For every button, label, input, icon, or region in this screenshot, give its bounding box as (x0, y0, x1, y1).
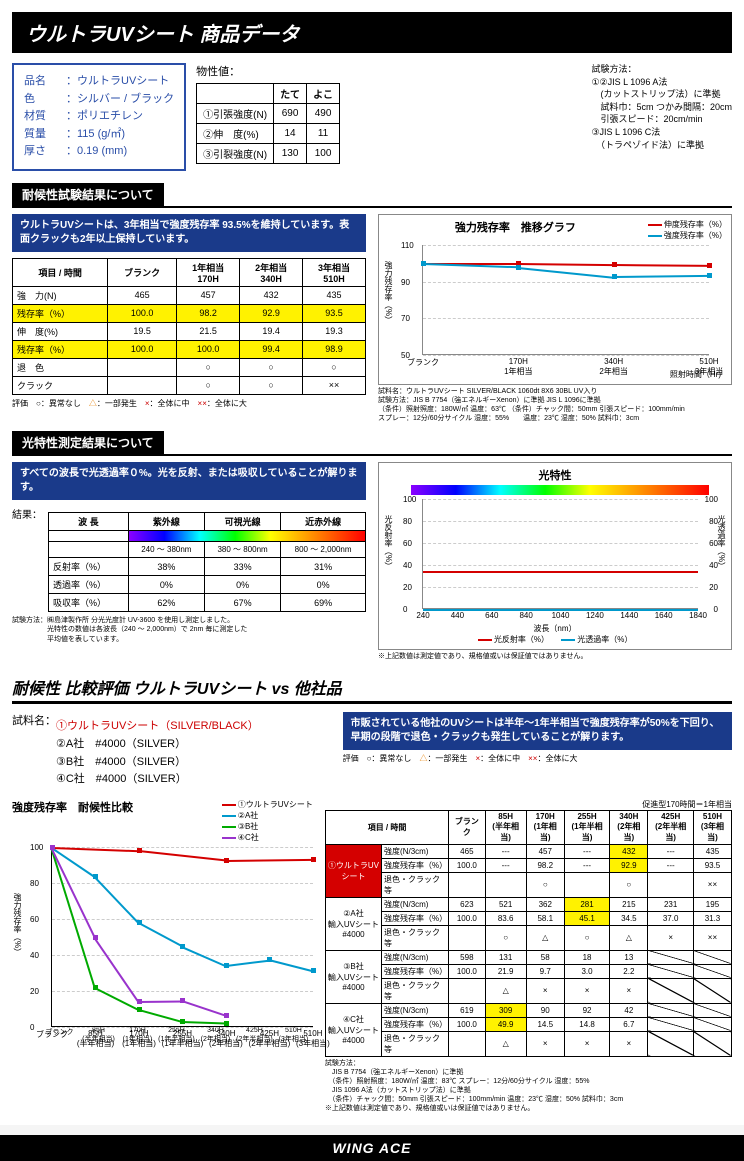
comp-table-notes: 試験方法： JIS B 7754（強エネルギーXenon）に準拠 （条件）照射照… (325, 1059, 732, 1114)
chart-notes: 試料名：ウルトラUVシート SILVER/BLACK 1060dt 8X6 30… (378, 387, 732, 423)
optical-chart-note: ※上記数値は測定値であり、規格値或いは保証値ではありません。 (378, 652, 732, 661)
y-axis-label: 強力残存率（%） (12, 893, 23, 1027)
weather-section-head: 耐候性試験結果について (12, 183, 732, 208)
product-spec-box: 品名：ウルトラUVシート色：シルバー / ブラック材質：ポリエチレン質量：115… (12, 63, 186, 171)
weather-data-table: 項目 / 時間ブランク1年相当170H2年相当340H3年相当510H強 力(N… (12, 258, 366, 395)
optical-section-title: 光特性測定結果について (12, 431, 164, 454)
samples-list: ①ウルトラUVシート（SILVER/BLACK）②A社 #4000（SILVER… (56, 718, 259, 788)
weather-section-title: 耐候性試験結果について (12, 183, 164, 206)
footer-brand: WING ACE (0, 1135, 744, 1161)
x-axis-label: 波長（nm） (383, 623, 727, 634)
top-info-row: 品名：ウルトラUVシート色：シルバー / ブラック材質：ポリエチレン質量：115… (12, 63, 732, 171)
optical-result-label: 結果： (12, 506, 42, 612)
optical-summary-band: すべての波長で光透過率０%。光を反射、または吸収していることが解ります。 (12, 462, 366, 500)
accel-note: 促進型170時間＝1年相当 (325, 799, 732, 810)
weather-summary-band: ウルトラUVシートは、3年相当で強度残存率 93.5%を維持しています。表面クラ… (12, 214, 366, 252)
optical-method-notes: 試験方法：㈱島津製作所 分光光度計 UV-3600 を使用し測定しました。 光特… (12, 616, 366, 643)
phys-label: 物性値： (196, 63, 581, 79)
phys-table: たてよこ①引張強度(N)690490②伸 度(%)1411③引裂強度(N)130… (196, 83, 340, 164)
chart-plot-area: 507090110ブランク170H 1年相当340H 2年相当510H 3年相当 (422, 245, 709, 355)
x-axis-label: 照射時間（Hr) (383, 369, 727, 380)
test-method-title: 試験方法： (591, 63, 732, 76)
comparison-title: 耐候性 比較評価 ウルトラUVシート vs 他社品 (12, 675, 732, 704)
spectrum-bar (411, 485, 709, 495)
comp-chart-legend: ①ウルトラUVシート ②A社 ③B社 ④C社 (222, 799, 313, 843)
y-axis-left-label: 光反射率（%） (383, 515, 394, 623)
optical-chart: 光特性 光反射率（%） 0020204040606080801001002404… (378, 462, 732, 650)
comparison-table: 項目 / 時間ブランク85H(半年相当)170H(1年相当)255H(1年半相当… (325, 810, 732, 1057)
optical-data-table: 波 長紫外線可視光線近赤外線240 ～ 380nm380 ～ 800nm800 … (48, 512, 366, 612)
comp-chart-title: 強度残存率 耐候性比較 (12, 799, 133, 843)
weather-eval-legend: 評価 ○：異常なし △：一部発生 ×：全体に中 ××：全体に大 (12, 398, 366, 409)
comparison-summary-band: 市販されている他社のUVシートは半年～1年半相当で強度残存率が50%を下回り、早… (343, 712, 732, 750)
optical-section-head: 光特性測定結果について (12, 431, 732, 456)
samples-label: 試料名： (12, 712, 56, 794)
comp-eval-legend: 評価 ○：異常なし △：一部発生 ×：全体に中 ××：全体に大 (343, 753, 732, 764)
test-method-block: 試験方法： ①②JIS L 1096 A法 (カットストリップ法）に準拠 試料巾… (591, 63, 732, 171)
chart-plot-area: 0020204040606080801001002404406408401040… (422, 499, 698, 609)
comp-chart-area: 020406080100ブランク85H (半年相当)170H (1年相当)255… (51, 847, 313, 1027)
y-axis-label: 強力残存率（%） (383, 261, 394, 369)
chart-legend: 伸度残存率（%） 強度残存率（%） (648, 219, 727, 241)
page-title: ウルトラUVシート 商品データ (12, 12, 732, 53)
chart-legend: 光反射率（%） 光透過率（%） (383, 634, 727, 645)
chart-title: 光特性 (383, 467, 727, 483)
retention-chart: 強力残存率 推移グラフ 伸度残存率（%） 強度残存率（%） 強力残存率（%） 5… (378, 214, 732, 385)
chart-title: 強力残存率 推移グラフ (383, 219, 648, 241)
